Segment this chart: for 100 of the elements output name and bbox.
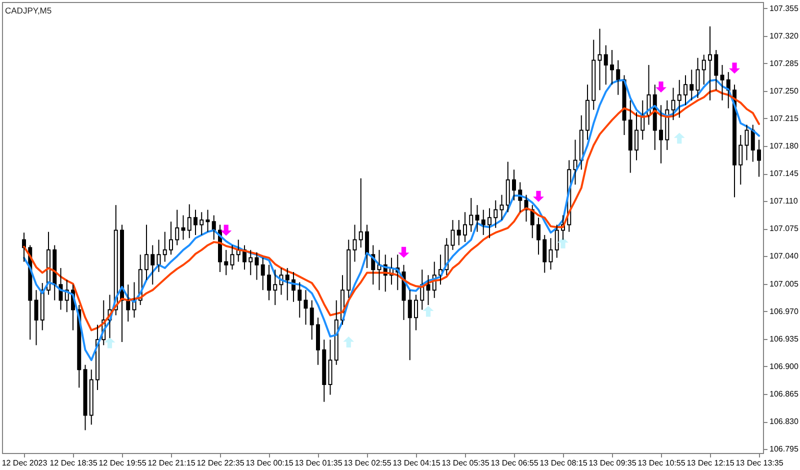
candlestick: [310, 300, 314, 340]
y-tick-label: 106.795: [770, 444, 799, 454]
candlestick: [696, 57, 700, 99]
candlestick: [304, 290, 308, 326]
candlestick: [414, 294, 418, 331]
point: [398, 246, 410, 258]
point: [656, 82, 666, 92]
x-tick-label: 13 Dec 10:55: [638, 458, 686, 468]
candlestick: [212, 214, 216, 240]
candlestick: [475, 204, 480, 232]
candlestick: [408, 290, 412, 361]
candlestick: [206, 209, 210, 232]
candlestick: [126, 284, 130, 322]
y-tick-label: 106.935: [770, 334, 799, 344]
candlestick: [254, 252, 259, 280]
candlestick: [554, 224, 559, 258]
candlestick: [298, 282, 302, 318]
candlestick: [175, 209, 180, 246]
x-tick-label: 13 Dec 09:35: [588, 458, 637, 468]
candlestick: [22, 232, 26, 262]
candlestick: [267, 264, 271, 301]
point: [343, 336, 354, 348]
candlestick: [494, 200, 498, 228]
candlestick: [260, 257, 265, 291]
candlestick: [469, 197, 474, 232]
point: [558, 237, 568, 248]
candlestick: [684, 74, 688, 106]
candlestick: [144, 224, 148, 280]
y-tick-label: 107.075: [770, 224, 799, 234]
point: [104, 337, 116, 348]
candlestick: [677, 79, 682, 118]
candlestick: [579, 114, 584, 170]
candlestick: [586, 84, 590, 140]
y-tick-label: 107.355: [770, 4, 799, 13]
candlestick: [162, 231, 167, 262]
y-tick-label: 107.145: [770, 169, 799, 178]
candlestick: [156, 239, 161, 272]
x-tick-label: 13 Dec 01:35: [294, 458, 343, 468]
point: [220, 224, 232, 236]
candlestick: [34, 290, 38, 346]
candlestick: [744, 124, 749, 161]
candlestick: [328, 339, 332, 396]
candlestick: [230, 244, 234, 270]
candlestick: [83, 364, 88, 431]
candlestick: [346, 239, 351, 298]
candlestick: [500, 194, 504, 221]
candlestick: [598, 28, 602, 91]
candlestick: [750, 124, 755, 162]
y-tick-label: 107.320: [770, 31, 799, 40]
candlestick: [120, 224, 124, 343]
candlestick: [89, 369, 94, 426]
y-tick-label: 107.180: [770, 142, 799, 151]
candlestick: [463, 212, 467, 243]
x-tick-label: 12 Dec 19:55: [98, 458, 147, 468]
candlestick: [334, 300, 338, 366]
candlestick: [273, 269, 278, 306]
candlestick: [187, 204, 192, 239]
y-tick-label: 106.900: [770, 362, 799, 371]
candlestick: [481, 209, 486, 236]
candlestick: [224, 249, 228, 276]
candlestick: [616, 60, 620, 96]
candlestick: [181, 214, 186, 240]
x-tick-label: 13 Dec 08:15: [540, 458, 588, 468]
candlestick: [573, 139, 578, 186]
candlestick: [702, 54, 706, 86]
candlestick: [316, 317, 320, 366]
point: [422, 306, 434, 317]
candlestick: [200, 212, 204, 236]
y-tick-label: 107.005: [770, 279, 799, 288]
candlestick: [708, 26, 712, 101]
candlestick: [365, 224, 369, 269]
y-tick-label: 107.285: [770, 58, 799, 68]
x-tick-label: 13 Dec 04:15: [392, 458, 441, 468]
candlestick: [150, 244, 155, 286]
candlestick: [592, 39, 596, 110]
point: [674, 132, 685, 144]
candlestick: [714, 50, 718, 91]
candlestick: [194, 209, 198, 236]
candlestick: [536, 217, 540, 256]
candlestick: [720, 64, 724, 101]
y-tick-label: 107.110: [770, 196, 798, 206]
candlestick: [671, 87, 676, 121]
candlestick: [450, 220, 455, 250]
y-tick-label: 106.970: [770, 306, 799, 316]
point: [533, 190, 544, 202]
candlestick: [757, 139, 761, 178]
candlestick: [628, 100, 632, 174]
x-tick-label: 13 Dec 02:55: [344, 458, 392, 468]
y-tick-label: 107.215: [770, 114, 799, 123]
x-tick-label: 13 Dec 13:35: [736, 458, 784, 468]
x-tick-label: 12 Dec 21:15: [148, 458, 196, 468]
candlestick: [169, 221, 173, 256]
candlestick: [426, 274, 430, 306]
candlestick: [634, 112, 638, 161]
x-tick-label: 12 Dec 22:35: [196, 458, 245, 468]
candlestick: [488, 208, 492, 239]
y-tick-label: 106.865: [770, 389, 799, 398]
x-tick-label: 13 Dec 00:15: [246, 458, 294, 468]
candlestick: [456, 220, 461, 246]
candlestick: [358, 178, 363, 248]
